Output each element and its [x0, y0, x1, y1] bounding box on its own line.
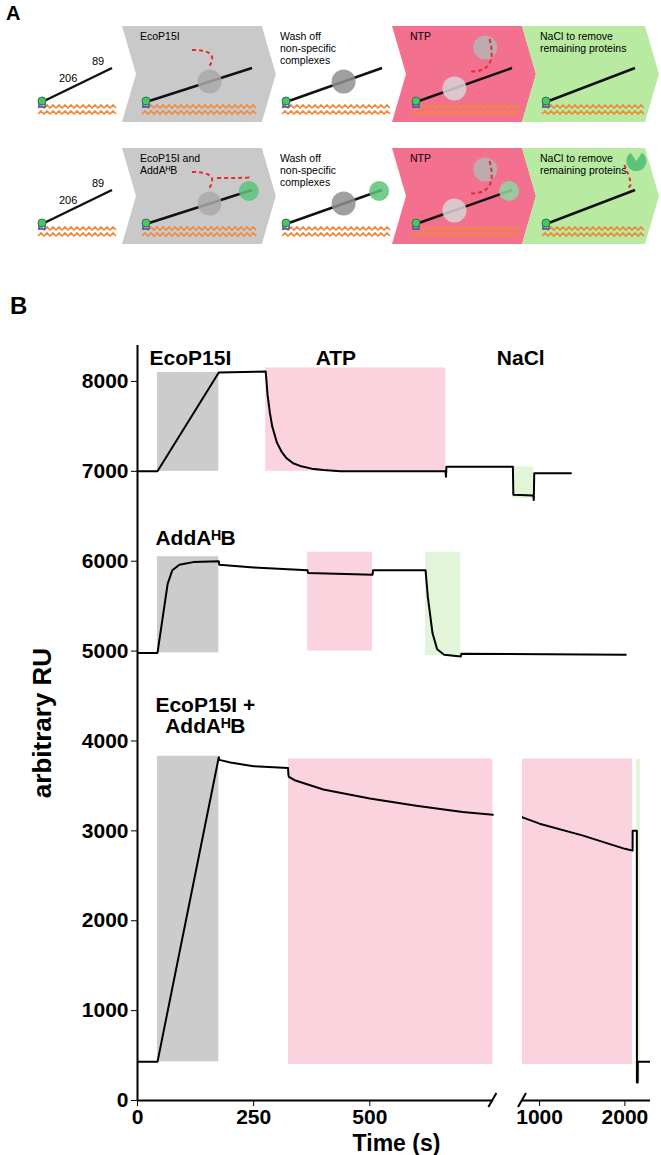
svg-text:complexes: complexes — [280, 54, 330, 66]
svg-text:EcoP15I and: EcoP15I and — [140, 152, 200, 164]
svg-text:7000: 7000 — [82, 459, 129, 482]
svg-text:AddAᴴB: AddAᴴB — [155, 526, 235, 549]
svg-text:Wash off: Wash off — [280, 152, 321, 164]
svg-text:EcoP15I: EcoP15I — [150, 346, 232, 369]
svg-text:non-specific: non-specific — [280, 164, 336, 176]
svg-text:arbitrary RU: arbitrary RU — [27, 648, 57, 798]
svg-text:206: 206 — [59, 194, 77, 206]
svg-text:NTP: NTP — [410, 152, 431, 164]
svg-text:remaining proteins: remaining proteins — [540, 42, 626, 54]
svg-text:3000: 3000 — [82, 819, 129, 842]
svg-text:89: 89 — [92, 177, 104, 189]
svg-text:NaCl: NaCl — [497, 346, 545, 369]
html-text:B: B — [10, 292, 28, 319]
svg-text:0: 0 — [117, 1088, 129, 1111]
svg-text:Wash off: Wash off — [280, 30, 321, 42]
svg-text:2000: 2000 — [82, 908, 129, 931]
svg-text:1000: 1000 — [82, 998, 129, 1021]
svg-text:remaining proteins: remaining proteins — [540, 164, 626, 176]
svg-text:4000: 4000 — [82, 729, 129, 752]
svg-text:EcoP15I: EcoP15I — [140, 30, 180, 42]
svg-text:EcoP15I +AddAᴴB: EcoP15I +AddAᴴB — [155, 693, 255, 737]
svg-text:non-specific: non-specific — [280, 42, 336, 54]
svg-text:8000: 8000 — [82, 369, 129, 392]
svg-text:NaCl to remove: NaCl to remove — [540, 30, 613, 42]
svg-text:Time (s): Time (s) — [353, 1130, 441, 1155]
svg-text:0: 0 — [132, 1105, 144, 1128]
svg-text:complexes: complexes — [280, 176, 330, 188]
svg-text:AddAᴴB: AddAᴴB — [140, 164, 177, 176]
svg-text:206: 206 — [59, 72, 77, 84]
svg-text:NTP: NTP — [410, 30, 431, 42]
svg-text:5000: 5000 — [82, 639, 129, 662]
svg-text:250: 250 — [236, 1105, 271, 1128]
svg-text:1000: 1000 — [516, 1105, 563, 1128]
svg-text:2000: 2000 — [602, 1105, 649, 1128]
svg-text:NaCl to remove: NaCl to remove — [540, 152, 613, 164]
svg-text:89: 89 — [92, 55, 104, 67]
svg-text:A: A — [6, 2, 20, 24]
svg-text:6000: 6000 — [82, 549, 129, 572]
svg-text:500: 500 — [352, 1105, 387, 1128]
svg-text:ATP: ATP — [316, 346, 356, 369]
